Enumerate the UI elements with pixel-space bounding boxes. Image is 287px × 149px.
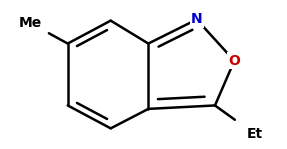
Text: N: N — [191, 13, 203, 27]
Text: Et: Et — [247, 127, 263, 141]
Text: Me: Me — [18, 16, 42, 30]
Text: O: O — [228, 54, 240, 68]
